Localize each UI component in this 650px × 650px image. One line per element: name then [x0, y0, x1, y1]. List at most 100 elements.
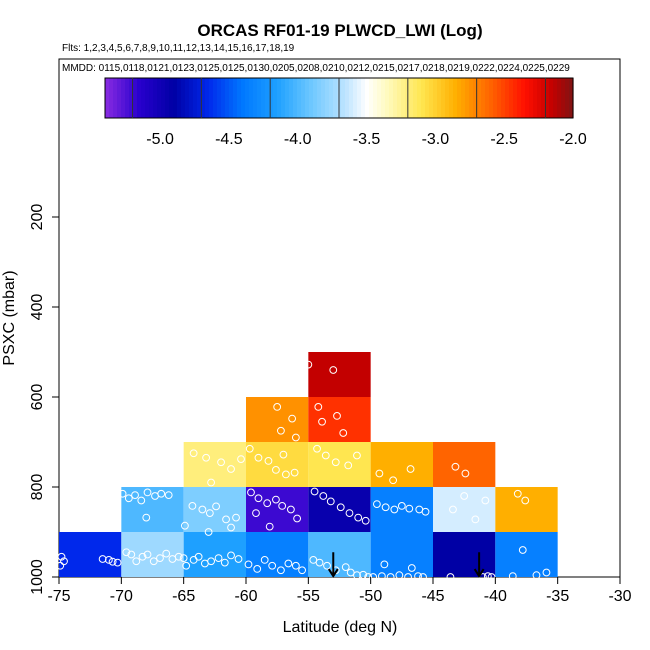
colorbar-strip — [485, 78, 490, 118]
flights-line: Flts: 1,2,3,4,5,6,7,8,9,10,11,12,13,14,1… — [62, 43, 295, 54]
sample-point — [353, 571, 361, 580]
colorbar-strip — [125, 78, 130, 118]
sample-point — [268, 561, 277, 570]
sample-point — [369, 573, 378, 581]
sample-point — [381, 503, 390, 512]
sample-point — [162, 549, 171, 558]
sample-point — [56, 561, 65, 570]
sample-point — [290, 468, 299, 477]
sample-point — [164, 491, 173, 500]
y-tick-label: 800 — [29, 474, 46, 501]
colorbar-strip — [289, 78, 294, 118]
sample-point — [406, 465, 415, 473]
y-tick-label: 600 — [29, 384, 46, 411]
colorbar-strip — [465, 78, 470, 118]
sample-point — [277, 426, 285, 435]
sample-point — [232, 513, 240, 522]
colorbar-strip — [365, 78, 370, 118]
sample-point — [508, 572, 517, 580]
colorbar-tick-label: -2.5 — [490, 131, 518, 148]
colorbar-strip — [385, 78, 390, 118]
sample-point — [143, 488, 152, 497]
sample-point — [460, 492, 469, 500]
colorbar-strip — [153, 78, 158, 118]
sample-point — [118, 489, 127, 498]
colorbar-strip — [357, 78, 362, 118]
colorbar-strip — [265, 78, 270, 118]
colorbar-strip — [541, 78, 546, 118]
sample-point — [157, 489, 166, 498]
sample-point — [254, 494, 263, 503]
colorbar-strip — [353, 78, 358, 118]
colorbar-strip — [129, 78, 134, 118]
colorbar-strip — [441, 78, 446, 118]
colorbar-strip — [257, 78, 262, 118]
sample-point — [344, 461, 353, 470]
sample-point — [142, 513, 151, 522]
sample-point — [189, 449, 198, 458]
x-tick-label: -60 — [234, 588, 257, 605]
sample-point — [272, 466, 280, 474]
colorbar-strip — [525, 78, 530, 118]
colorbar-strip — [105, 78, 110, 118]
sample-point — [380, 560, 389, 569]
heatmap-cell — [308, 397, 371, 442]
colorbar: -5.0 -4.5 -4.0 -3.5 -3.0 -2.5 -2.0 — [104, 77, 587, 148]
colorbar-strip — [369, 78, 374, 118]
colorbar-tick-label: -5.0 — [146, 131, 174, 148]
sample-point — [182, 561, 191, 570]
sample-points — [56, 360, 551, 581]
sample-point — [339, 429, 348, 437]
colorbar-strip — [513, 78, 518, 118]
colorbar-strip — [477, 78, 482, 118]
colorbar-strip — [425, 78, 430, 118]
colorbar-strip — [545, 78, 550, 118]
sample-point — [390, 505, 399, 514]
colorbar-strip — [229, 78, 234, 118]
colorbar-tick-label: -3.5 — [353, 131, 381, 148]
sample-point — [253, 565, 262, 573]
sample-point — [222, 515, 230, 524]
sample-point — [288, 414, 297, 423]
heatmap-cell — [246, 442, 309, 487]
colorbar-strip — [225, 78, 230, 118]
sample-point — [149, 557, 158, 566]
sample-point — [298, 566, 307, 575]
colorbar-strip — [177, 78, 182, 118]
sample-point — [326, 497, 335, 506]
sample-point — [336, 503, 345, 512]
sample-point — [483, 572, 492, 580]
x-tick-label: -65 — [172, 588, 195, 605]
colorbar-strip — [453, 78, 458, 118]
sample-point — [227, 465, 235, 473]
colorbar-strip — [149, 78, 154, 118]
colorbar-strip — [349, 78, 354, 118]
sample-point — [446, 573, 455, 581]
sample-point — [304, 360, 313, 369]
colorbar-strip — [565, 78, 570, 118]
colorbar-strip — [405, 78, 410, 118]
sample-point — [421, 507, 430, 516]
sample-point — [313, 444, 321, 453]
sample-point — [227, 523, 235, 532]
sample-point — [364, 573, 373, 581]
colorbar-strip — [449, 78, 454, 118]
sample-point — [359, 570, 368, 579]
sample-point — [277, 566, 285, 575]
surface-arrow — [327, 552, 339, 578]
x-tick-label: -35 — [546, 588, 569, 605]
heatmap-cell — [495, 487, 558, 532]
sample-point — [319, 492, 328, 500]
sample-point — [244, 560, 253, 569]
heatmap-cell — [183, 442, 246, 487]
colorbar-strip — [217, 78, 222, 118]
colorbar-strip — [521, 78, 526, 118]
heatmap-cell — [370, 442, 433, 487]
sample-point — [217, 458, 225, 467]
colorbar-strip — [185, 78, 190, 118]
colorbar-strip — [561, 78, 566, 118]
colorbar-strip — [253, 78, 258, 118]
colorbar-strip — [509, 78, 514, 118]
colorbar-strip — [445, 78, 450, 118]
